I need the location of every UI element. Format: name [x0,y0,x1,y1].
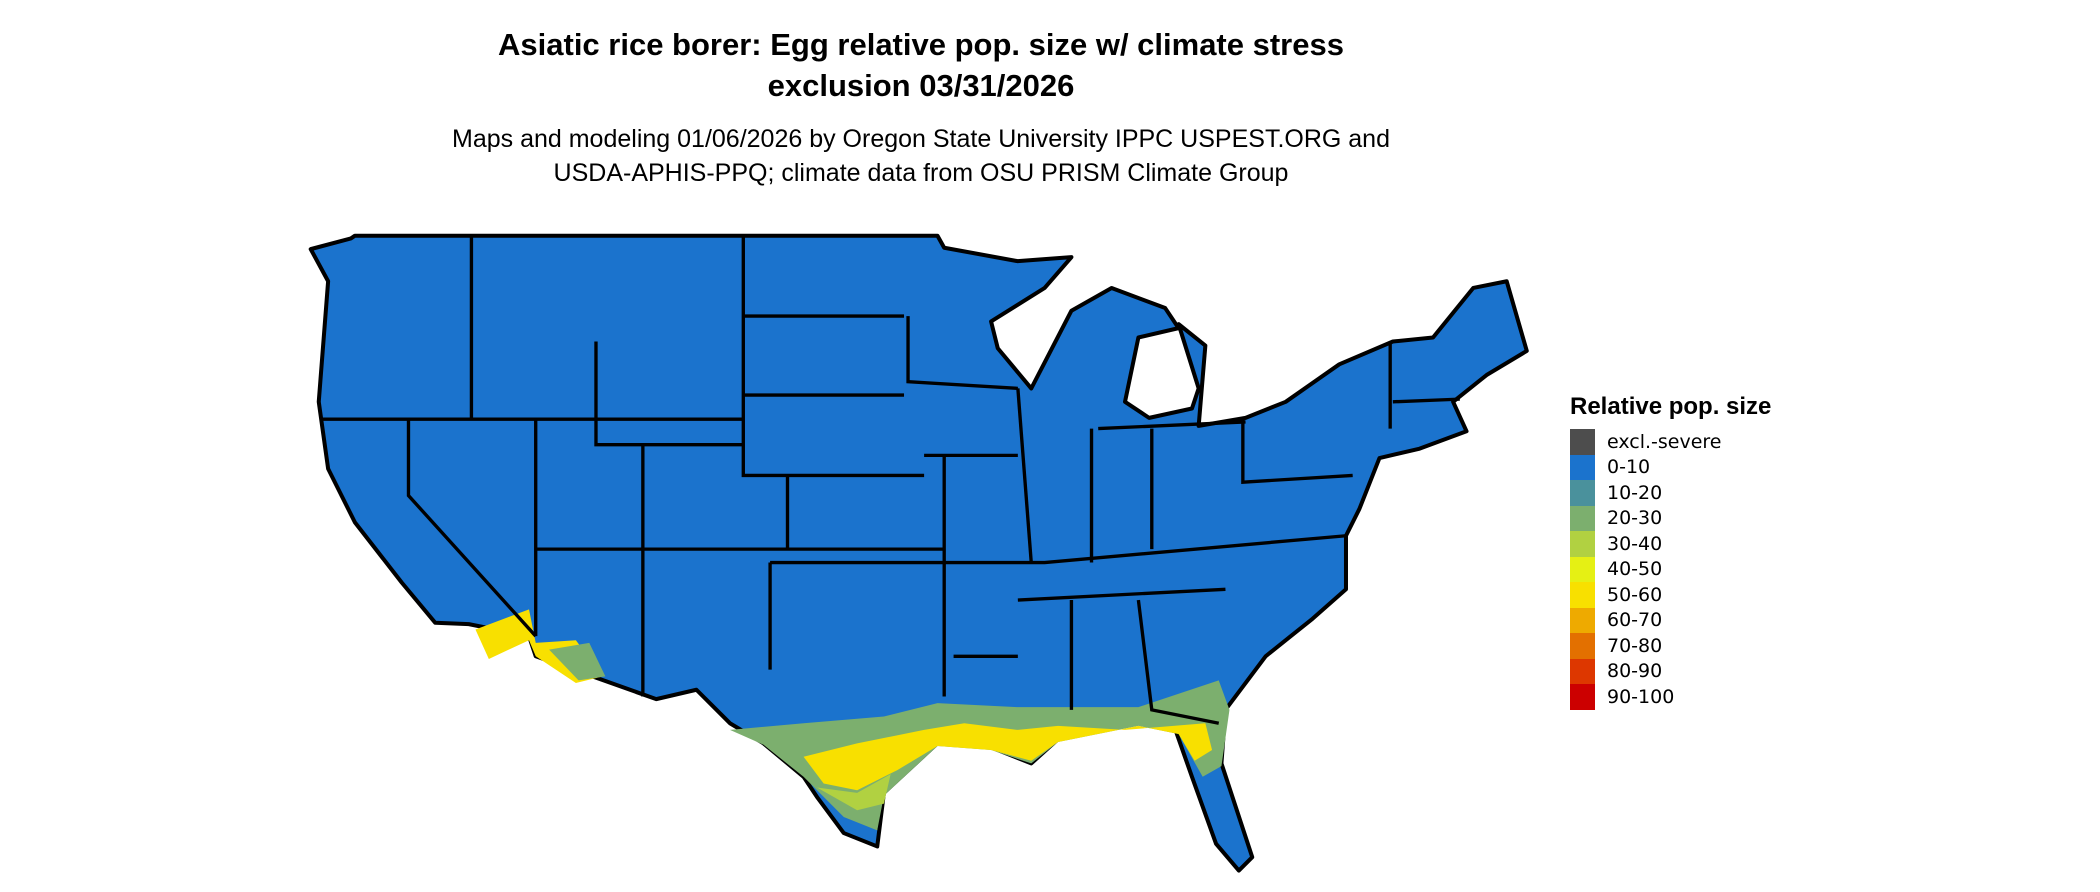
legend-swatch [1570,531,1595,557]
legend-item: 30-40 [1570,531,1771,557]
legend-label: 70-80 [1607,634,1663,657]
state-borders [321,235,1460,725]
legend-swatch [1570,556,1595,582]
legend-item: 40-50 [1570,556,1771,582]
legend-label: 40-50 [1607,558,1663,581]
legend-swatch [1570,505,1595,531]
us-outline [308,233,1529,873]
legend-label: 80-90 [1607,660,1663,683]
legend-label: 20-30 [1607,507,1663,530]
southwest-mid-zone [549,642,606,681]
legend-item: 70-80 [1570,633,1771,659]
map-subtitle-line-1: Maps and modeling 01/06/2026 by Oregon S… [452,125,1390,153]
gulf-coast-high-zone [803,723,1213,791]
legend-item: 90-100 [1570,684,1771,710]
legend-label: 60-70 [1607,609,1663,632]
legend-swatch [1570,684,1595,710]
legend-swatch [1570,607,1595,633]
legend-swatch [1570,658,1595,684]
map-title-line-1: Asiatic rice borer: Egg relative pop. si… [498,27,1344,62]
map-title-line-2: exclusion 03/31/2026 [767,68,1075,103]
legend-label: 50-60 [1607,583,1663,606]
map-subtitle-line-2: USDA-APHIS-PPQ; climate data from OSU PR… [553,159,1289,187]
legend-item: 60-70 [1570,607,1771,633]
legend-swatch [1570,480,1595,506]
legend-label: 0-10 [1607,456,1651,479]
legend: Relative pop. size excl.-severe 0-10 10-20… [1570,393,1771,710]
legend-swatch [1570,429,1595,455]
legend-item: excl.-severe [1570,429,1771,455]
legend-label: 10-20 [1607,481,1663,504]
legend-label: 90-100 [1607,685,1675,708]
legend-swatch [1570,582,1595,608]
legend-label: 30-40 [1607,532,1663,555]
gulf-coast-mid-zone [816,774,891,811]
legend-item: 10-20 [1570,480,1771,506]
legend-label: excl.-severe [1607,430,1722,453]
legend-title: Relative pop. size [1570,393,1772,420]
legend-item: 0-10 [1570,454,1771,480]
legend-swatch [1570,633,1595,659]
legend-item: 80-90 [1570,658,1771,684]
legend-swatch [1570,454,1595,480]
legend-item: 50-60 [1570,582,1771,608]
legend-item: 20-30 [1570,505,1771,531]
